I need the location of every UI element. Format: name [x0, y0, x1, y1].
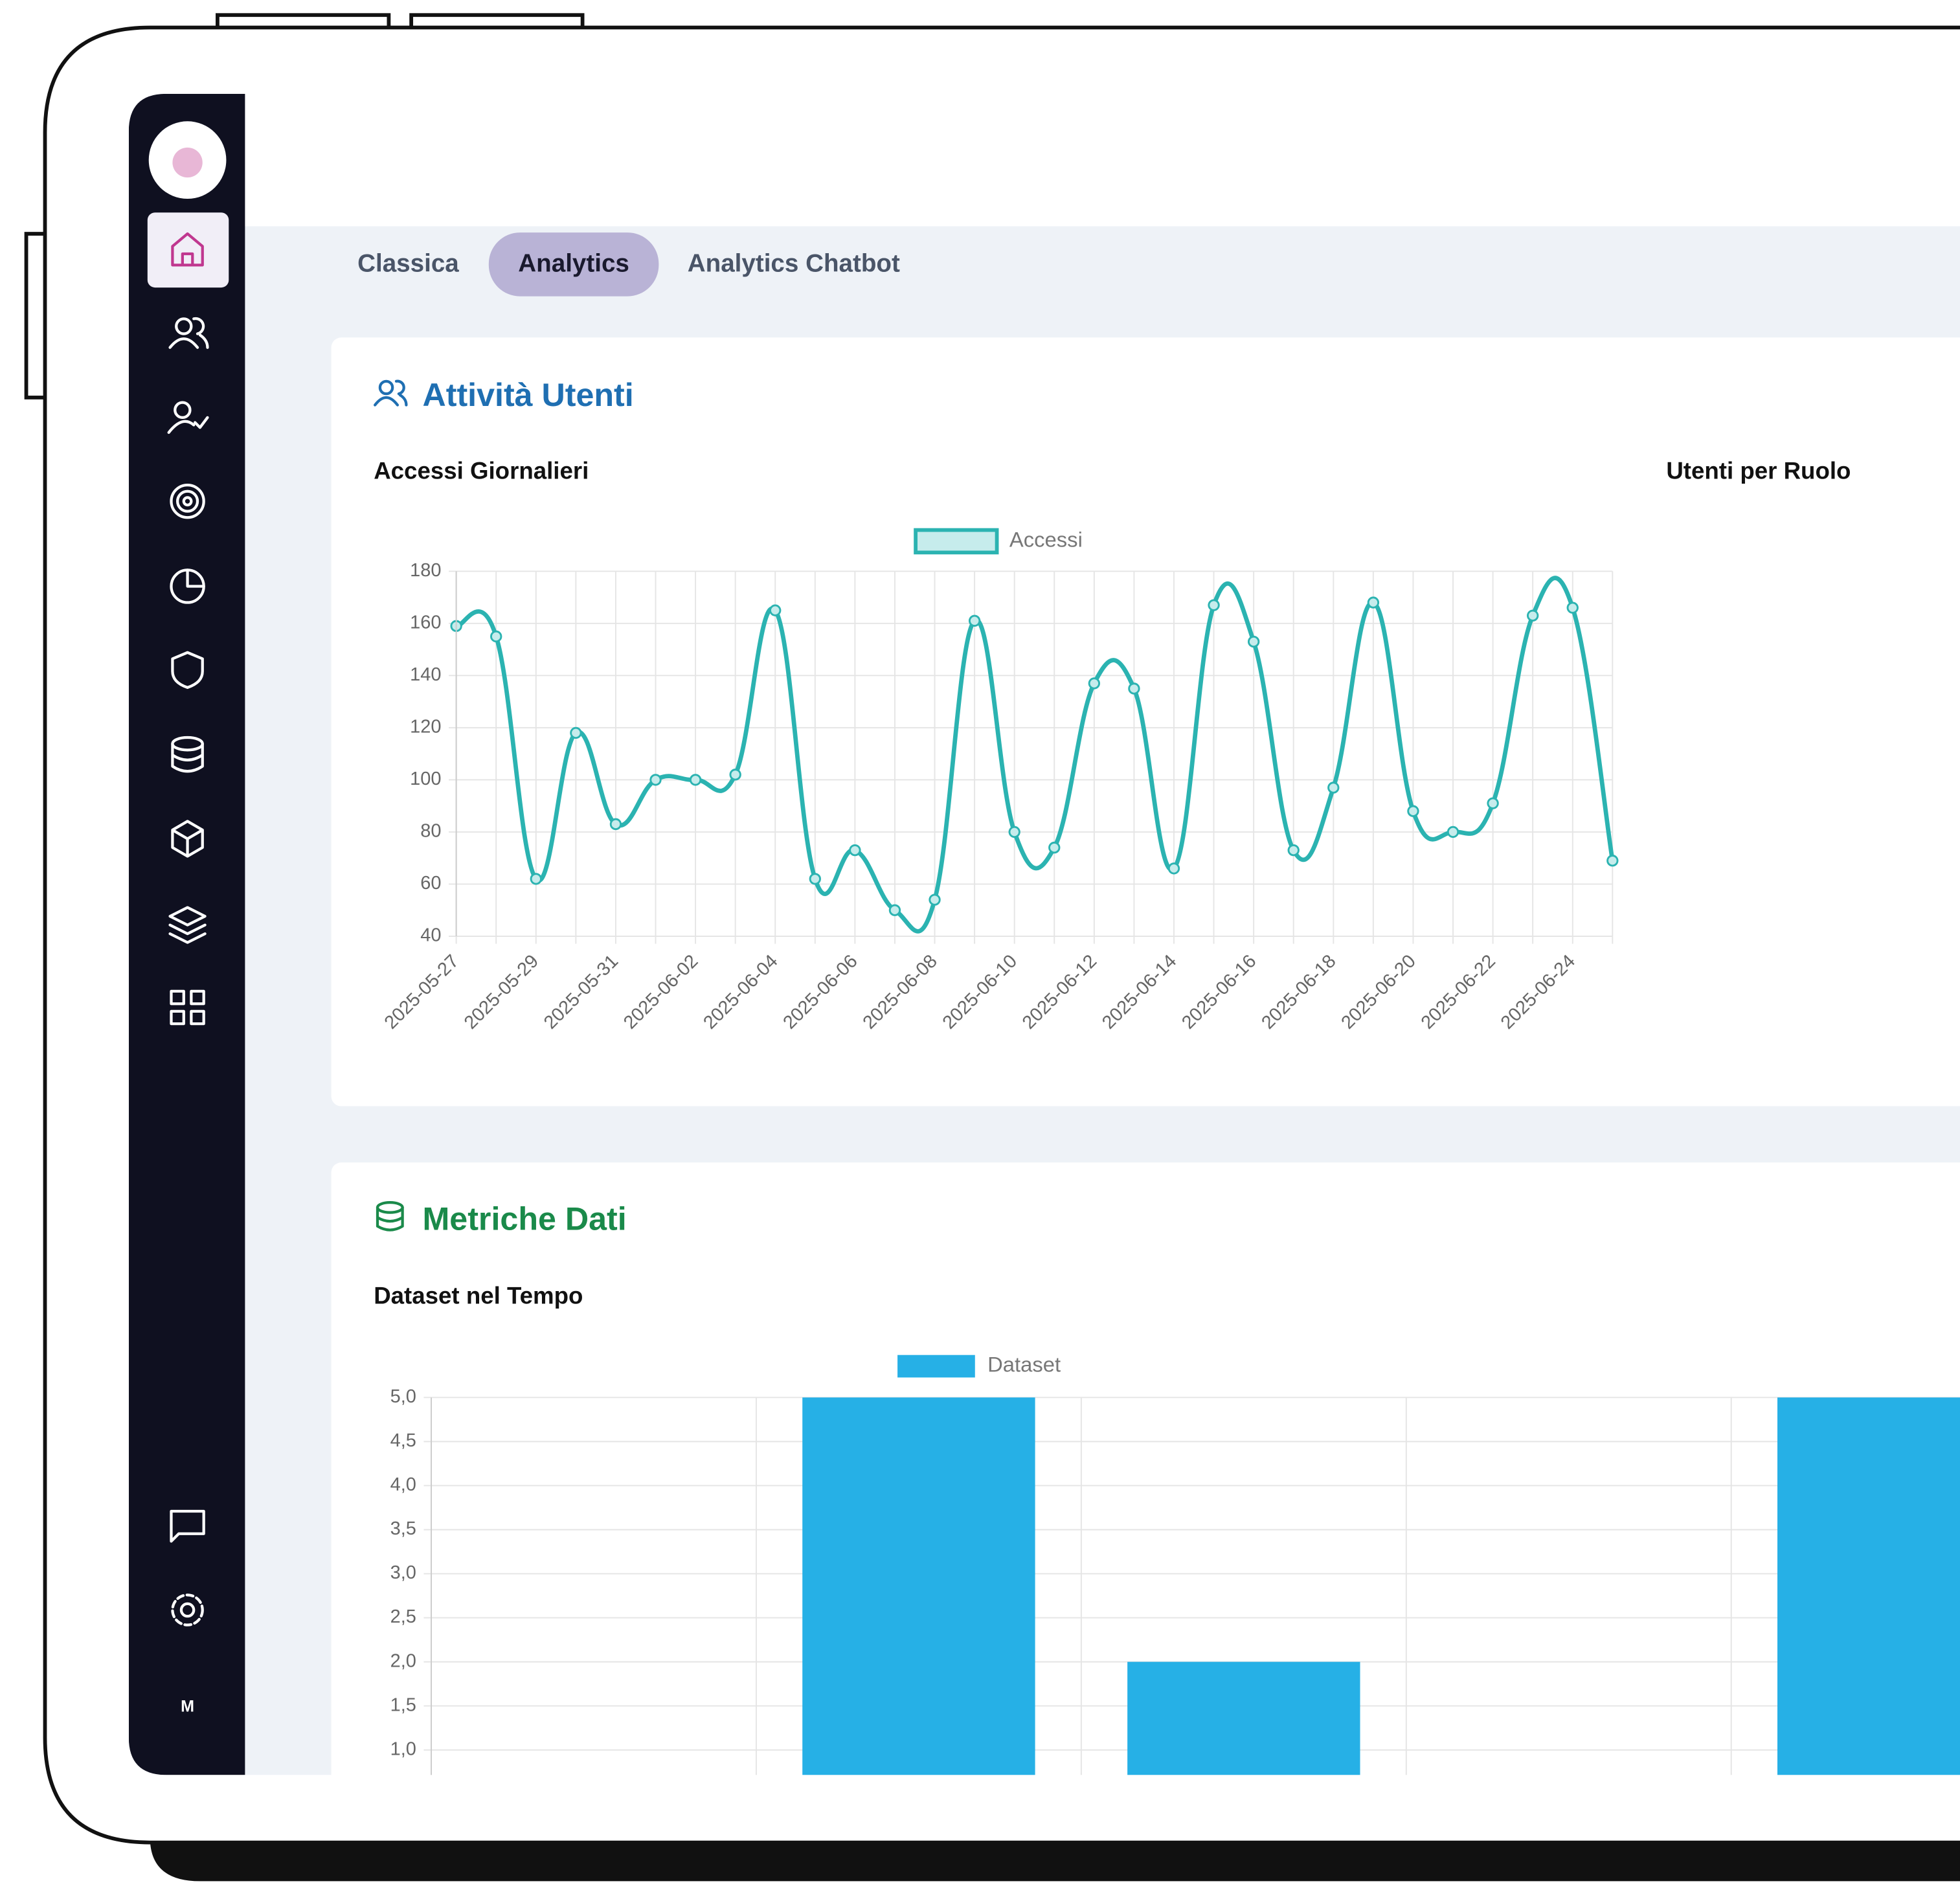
- chart-title: Accessi Giornalieri: [374, 457, 589, 484]
- point: [1167, 862, 1180, 875]
- point: [929, 894, 941, 906]
- y-tick-label: 3,5: [390, 1518, 416, 1539]
- card: [331, 337, 1960, 1107]
- tab[interactable]: Analytics Chatbot: [688, 250, 900, 278]
- y-tick-label: 4,0: [390, 1474, 416, 1495]
- user-avatar[interactable]: M: [181, 1698, 194, 1716]
- y-tick-label: 4,5: [390, 1430, 416, 1451]
- bar: [1127, 1661, 1360, 1775]
- point: [1327, 782, 1340, 794]
- point: [609, 818, 622, 831]
- point: [1088, 677, 1101, 690]
- header: [245, 93, 1960, 227]
- nav-chat[interactable]: [170, 1509, 205, 1543]
- bar: [802, 1397, 1035, 1775]
- y-tick-label: 100: [410, 769, 441, 789]
- tab-active-bg[interactable]: [488, 232, 659, 297]
- point: [769, 604, 782, 616]
- y-tick-label: 2,5: [390, 1606, 416, 1627]
- panel-title: Utenti per Ruolo: [1666, 457, 1851, 484]
- y-tick-label: 140: [410, 664, 441, 685]
- database-icon: [376, 1201, 404, 1232]
- point: [849, 844, 861, 857]
- y-tick-label: 1,5: [390, 1694, 416, 1715]
- nav-home[interactable]: [147, 212, 229, 288]
- y-tick-label: 80: [420, 821, 441, 842]
- point: [1287, 844, 1300, 857]
- y-tick-label: 160: [410, 612, 441, 633]
- nav-users[interactable]: [168, 317, 209, 349]
- bar: [1777, 1397, 1960, 1775]
- point: [1208, 599, 1220, 611]
- device-shadow: [150, 1837, 1960, 1882]
- legend-label: Dataset: [987, 1353, 1061, 1377]
- nav-chart[interactable]: [170, 568, 205, 604]
- nav-cube[interactable]: [171, 820, 204, 858]
- point: [968, 614, 981, 627]
- point: [490, 630, 502, 643]
- point: [1008, 826, 1020, 838]
- nav-grid[interactable]: [170, 989, 205, 1026]
- nav-layers[interactable]: [168, 906, 207, 944]
- nav-database[interactable]: [171, 736, 204, 773]
- nav-user-check[interactable]: [167, 401, 209, 434]
- legend-label: Accessi: [1009, 528, 1083, 552]
- point: [1367, 596, 1380, 609]
- section-title: Metriche Dati: [423, 1200, 627, 1237]
- section-title: Attività Utenti: [423, 377, 634, 413]
- point: [1606, 855, 1619, 867]
- point: [1566, 602, 1579, 614]
- point: [729, 769, 741, 781]
- point: [1128, 682, 1140, 695]
- point: [888, 904, 901, 916]
- point: [809, 873, 821, 885]
- point: [649, 774, 662, 786]
- card: [331, 1162, 1960, 1775]
- screen: M Classica Analytics Analytics Chatbot A…: [128, 93, 1960, 1775]
- logo-mark: [172, 147, 203, 178]
- point: [570, 726, 582, 739]
- y-tick-label: 5,0: [390, 1386, 416, 1407]
- point: [1527, 609, 1539, 622]
- point: [1407, 805, 1419, 817]
- nav-settings[interactable]: [171, 1593, 204, 1626]
- point: [1048, 841, 1061, 854]
- chart-title: Dataset nel Tempo: [374, 1283, 583, 1309]
- y-tick-label: 3,0: [390, 1562, 416, 1583]
- y-tick-label: 180: [410, 560, 441, 581]
- y-tick-label: 2,0: [390, 1650, 416, 1671]
- point: [1487, 797, 1499, 809]
- tab-active[interactable]: Analytics: [518, 250, 629, 278]
- y-tick-label: 60: [420, 873, 441, 894]
- y-tick-label: 40: [420, 925, 441, 946]
- y-tick-label: 1,0: [390, 1738, 416, 1759]
- point: [1447, 826, 1459, 838]
- tab[interactable]: Classica: [357, 250, 459, 278]
- point: [1247, 635, 1260, 648]
- nav-target[interactable]: [170, 483, 205, 519]
- point: [689, 774, 702, 786]
- point: [530, 873, 542, 885]
- home-icon: [171, 232, 204, 267]
- users-icon: [374, 379, 408, 407]
- y-tick-label: 120: [410, 717, 441, 737]
- nav-shield[interactable]: [171, 651, 204, 689]
- legend-swatch: [897, 1355, 975, 1378]
- legend-swatch: [914, 528, 999, 555]
